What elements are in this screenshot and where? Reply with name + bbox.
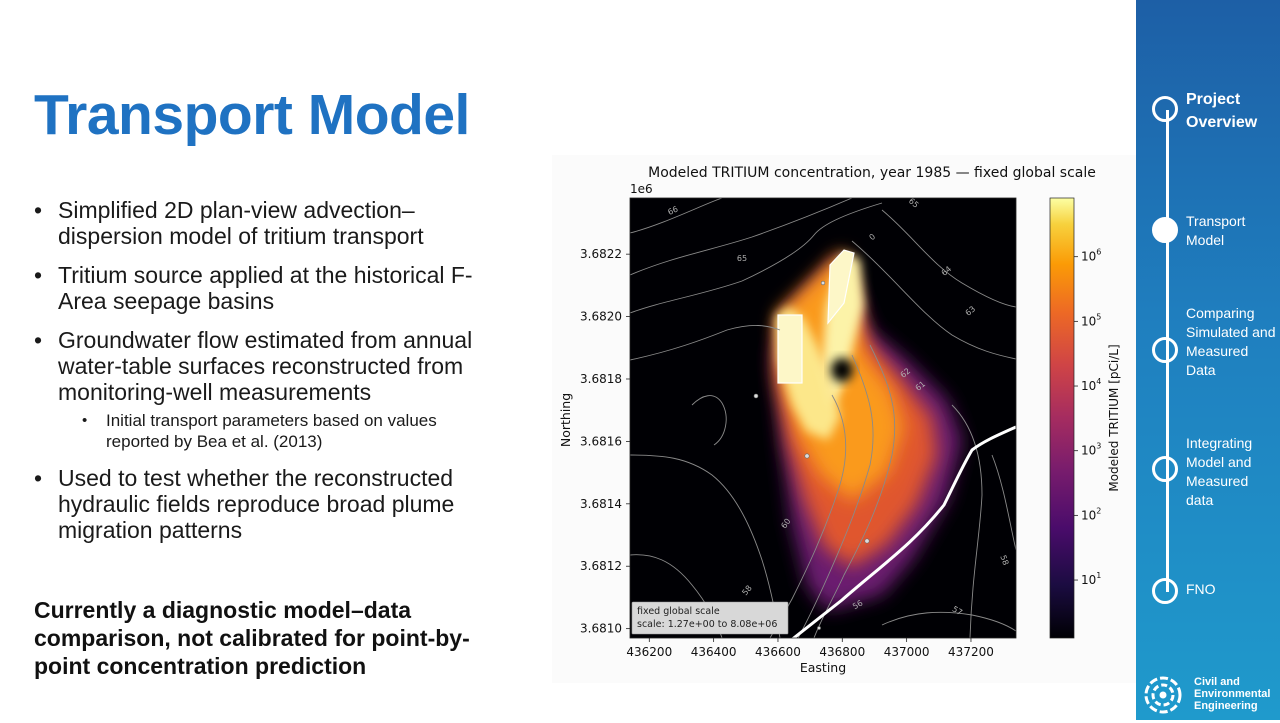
contour-line (630, 198, 723, 234)
x-tick-label: 437000 (884, 645, 930, 659)
conclusion-text: Currently a diagnostic model–data compar… (34, 597, 470, 679)
contour-label: 0 (868, 232, 878, 242)
nav-dot (1152, 337, 1178, 363)
contour-line (951, 404, 983, 638)
colorbar-tick-label: 106 (1081, 248, 1101, 264)
contour-line (991, 454, 1016, 551)
colorbar-tick-label: 104 (1081, 377, 1101, 393)
contours (630, 198, 1016, 638)
colorbar-axis: 101 102 103 104 105 106 (1074, 248, 1101, 587)
tritium-plot: Modeled TRITIUM concentration, year 1985… (558, 165, 1121, 675)
x-tick-label: 436200 (626, 645, 672, 659)
y-axis-label: Northing (558, 393, 573, 447)
department-logo-icon (1144, 676, 1182, 714)
x-axis: 436200 436400 436600 436800 437000 437200 (626, 638, 994, 659)
colorbar-label: Modeled TRITIUM [pCi/L] (1107, 344, 1121, 491)
department-logo: Civil and Environmental Engineering (1142, 672, 1280, 718)
y-tick-label: 3.6812 (580, 559, 622, 573)
contour-label: 65 (737, 254, 747, 263)
contour-label: 56 (851, 598, 864, 611)
bullet-text: Simplified 2D plan-view advection–disper… (58, 197, 424, 249)
bullet-item: Used to test whether the reconstructed h… (34, 465, 504, 543)
monitoring-well-marker (817, 626, 821, 630)
sub-bullet-item: Initial transport parameters based on va… (82, 410, 504, 452)
colorbar-tick-label: 101 (1081, 571, 1101, 587)
y-tick-label: 3.6816 (580, 434, 622, 448)
nav-dot (1152, 578, 1178, 604)
y-tick-label: 3.6814 (580, 497, 622, 511)
source-basin-north (827, 249, 855, 325)
contour-line (691, 395, 727, 446)
monitoring-well-marker (864, 538, 870, 544)
bullet-text: Used to test whether the reconstructed h… (58, 465, 455, 543)
monitoring-well-marker (753, 393, 759, 399)
scale-annotation-box: fixed global scale scale: 1.27e+00 to 8.… (631, 601, 789, 635)
annotation-box-bg (631, 601, 789, 635)
section-nav-sidebar: Project Overview Transport Model Compari… (1136, 0, 1280, 720)
nav-label: Project Overview (1186, 91, 1258, 131)
x-tick-label: 437200 (948, 645, 994, 659)
monitoring-well-marker (804, 453, 810, 459)
contour-line (881, 209, 1016, 308)
chart-title: Modeled TRITIUM concentration, year 1985… (648, 165, 1096, 181)
bullet-text: Groundwater flow estimated from annual w… (58, 327, 473, 405)
colorbar-tick-label: 105 (1081, 312, 1101, 328)
plot-frame (629, 197, 1017, 639)
contour-line (630, 454, 781, 638)
bullet-item: Groundwater flow estimated from annual w… (34, 327, 504, 452)
plot-content: 66 65 65 64 63 62 61 60 58 58 57 56 0 fi… (630, 196, 1016, 638)
plume (774, 249, 962, 610)
contour-line (813, 344, 896, 638)
monitoring-well-marker (820, 280, 826, 286)
x-tick-label: 436800 (819, 645, 865, 659)
colorbar (1049, 197, 1075, 639)
nav-label: Integrating Model and Measured data (1186, 435, 1253, 508)
sub-bullet-list: Initial transport parameters based on va… (58, 410, 504, 452)
contour-label: 58 (998, 554, 1010, 567)
nav-label: Transport Model (1186, 213, 1246, 248)
plume-hole (831, 358, 853, 382)
contour-line (797, 354, 874, 638)
monitoring-wells (753, 280, 870, 630)
bullet-list: Simplified 2D plan-view advection–disper… (34, 197, 504, 556)
contour-line (630, 198, 853, 276)
colorbar-tick-label: 102 (1081, 506, 1101, 522)
contour-line (851, 240, 1016, 360)
contour-line (630, 202, 883, 314)
slide-title: Transport Model (34, 83, 470, 147)
y-tick-label: 3.6818 (580, 372, 622, 386)
y-axis: 3.6810 3.6812 3.6814 3.6816 3.6818 3.6820 3.68… (580, 247, 630, 636)
x-tick-label: 436600 (755, 645, 801, 659)
annotation-line-2: scale: 1.27e+00 to 8.08e+06 (637, 619, 777, 630)
y-tick-label: 3.6820 (580, 310, 622, 324)
colorbar-tick-label: 103 (1081, 442, 1101, 458)
bullet-item: Simplified 2D plan-view advection–disper… (34, 197, 504, 249)
nav-dot (1152, 456, 1178, 482)
contour-line (630, 325, 781, 361)
x-axis-label: Easting (800, 660, 846, 675)
department-logo-text: Civil and Environmental Engineering (1194, 676, 1271, 712)
bullet-text: Tritium source applied at the historical… (58, 262, 473, 314)
y-tick-label: 3.6810 (580, 622, 622, 636)
contour-label: 65 (907, 196, 921, 209)
y-tick-label: 3.6822 (580, 247, 622, 261)
source-basin-west (777, 314, 803, 384)
nav-dot (1152, 96, 1178, 122)
boundary-road-line (791, 425, 1016, 638)
y-offset-label: 1e6 (630, 182, 653, 196)
tritium-concentration-figure: Modeled TRITIUM concentration, year 1985… (552, 155, 1136, 683)
nav-label: FNO (1186, 581, 1216, 597)
contour-label: 57 (951, 604, 964, 617)
annotation-line-1: fixed global scale (637, 606, 720, 617)
nav-dot (1152, 217, 1178, 243)
nav-label: Comparing Simulated and Measured Data (1186, 305, 1276, 378)
bullet-item: Tritium source applied at the historical… (34, 262, 504, 314)
contour-line (881, 611, 1016, 632)
contour-label: 66 (666, 205, 679, 217)
x-tick-label: 436400 (691, 645, 737, 659)
